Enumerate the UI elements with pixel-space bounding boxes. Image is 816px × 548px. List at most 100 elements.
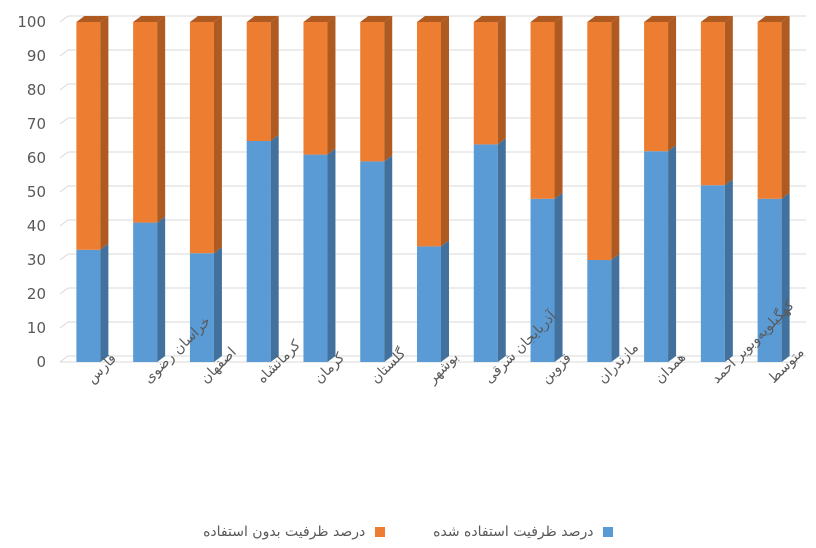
bar-front [473,22,498,145]
bar-side [100,243,109,362]
bar-front [757,198,782,362]
legend-label-unused: درصد ظرفیت بدون استفاده [203,524,366,540]
y-tick-label: 90 [27,47,46,65]
y-tick-label: 10 [27,319,46,337]
bar-top [360,16,393,22]
bar-side [327,16,336,155]
bar-unused [473,16,506,145]
bar-top [587,16,620,22]
bar-unused [246,16,279,141]
y-tick-label: 80 [27,81,46,99]
bar-top [757,16,790,22]
y-tick-label: 70 [27,115,46,133]
bar-front [76,249,101,362]
bar-front [757,22,782,199]
bar-side [441,16,449,247]
bar-top [303,16,336,22]
bar-used [189,247,222,362]
bar-side [213,16,222,254]
bar-front [133,222,158,362]
bar-front [473,144,498,362]
y-tick-label: 20 [27,285,46,303]
y-tick-label: 60 [27,149,46,167]
bar-front [417,246,441,362]
bar-used [700,179,733,362]
legend: درصد ظرفیت استفاده شده درصد ظرفیت بدون ا… [0,524,816,540]
bar-side [270,135,279,362]
bar-unused [757,16,790,199]
bar-side [100,16,109,250]
bar-side [668,16,677,152]
bar-front [246,22,271,141]
y-tick-label: 0 [36,353,46,371]
bar-side [724,179,733,362]
bar-unused [417,16,449,247]
bar-top [246,16,279,22]
bar-unused [700,16,733,186]
bar-front [189,253,214,362]
bar-used [530,192,563,362]
y-tick-label: 40 [27,217,46,235]
bar-front [587,22,612,260]
bar-unused [76,16,109,250]
bar-side [724,16,733,186]
bar-top [417,16,449,22]
bar-side [270,16,279,141]
bar-front [530,22,555,199]
legend-swatch-used [602,527,613,537]
bar-top [133,16,166,22]
bar-front [360,22,385,162]
legend-item-unused: درصد ظرفیت بدون استفاده [203,524,385,540]
bar-top [473,16,506,22]
bar-side [384,16,393,162]
bar-side [611,16,620,260]
bar-front [303,22,328,155]
bar-side [611,254,620,362]
bar-unused [587,16,620,260]
bars [76,16,790,362]
bar-unused [530,16,563,199]
bar-side [384,155,393,362]
bar-used [133,216,166,362]
bar-front [303,154,328,362]
legend-label-used: درصد ظرفیت استفاده شده [433,524,594,540]
bar-unused [133,16,166,223]
bar-used [246,135,279,362]
bar-unused [189,16,222,254]
bar-side [327,148,336,362]
bar-front [360,161,385,362]
bar-used [587,254,620,362]
bar-side [497,16,506,145]
y-tick-label: 30 [27,251,46,269]
bar-used [303,148,336,362]
bar-side [781,16,790,199]
bar-front [700,185,725,362]
bar-side [157,16,166,223]
bar-used [757,192,790,362]
bar-used [417,240,449,362]
bar-front [246,141,271,362]
bar-used [473,138,506,362]
y-tick-label: 100 [17,13,46,31]
bar-side [213,247,222,362]
bar-front [530,198,555,362]
bar-used [644,145,677,362]
bar-side [668,145,677,362]
bar-side [554,16,563,199]
bar-side [497,138,506,362]
bar-used [360,155,393,362]
bar-top [530,16,563,22]
bar-used [76,243,109,362]
bar-front [700,22,725,186]
bar-front [189,22,214,254]
bar-front [417,22,441,247]
bar-top [76,16,109,22]
legend-swatch-unused [374,527,385,537]
bar-top [700,16,733,22]
bar-top [644,16,677,22]
bar-front [587,260,612,362]
bar-front [644,22,669,152]
bar-unused [360,16,393,162]
bar-unused [644,16,677,152]
